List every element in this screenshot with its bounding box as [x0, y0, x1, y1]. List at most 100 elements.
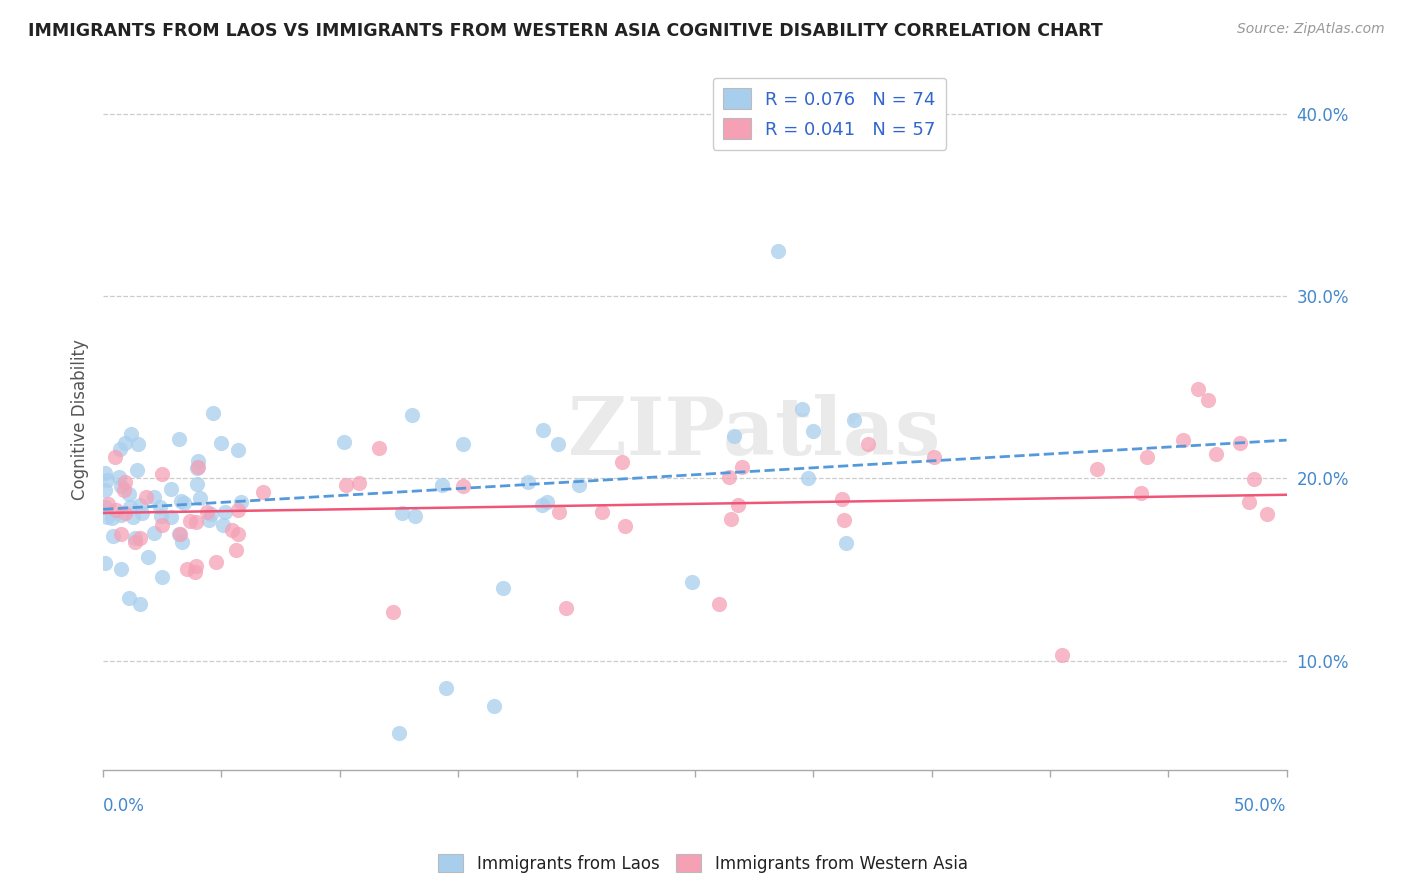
Point — [184, 558, 207, 573]
Point — [184, 515, 207, 529]
Point — [96, 509, 118, 524]
Point — [143, 490, 166, 504]
Point — [104, 450, 127, 464]
Point — [108, 442, 131, 456]
Point — [1229, 436, 1251, 450]
Point — [856, 437, 879, 451]
Point — [842, 413, 865, 427]
Point — [101, 529, 124, 543]
Point — [401, 409, 423, 423]
Point — [517, 475, 540, 489]
Point — [568, 478, 591, 492]
Point — [720, 512, 742, 526]
Point — [169, 527, 191, 541]
Point — [723, 429, 745, 443]
Point — [492, 581, 515, 595]
Point — [766, 244, 789, 258]
Point — [922, 450, 945, 464]
Point — [188, 491, 211, 505]
Point — [94, 483, 117, 497]
Point — [1237, 495, 1260, 509]
Point — [391, 507, 413, 521]
Point — [118, 591, 141, 606]
Point — [832, 513, 855, 527]
Point — [110, 479, 132, 493]
Point — [114, 506, 136, 520]
Point — [150, 517, 173, 532]
Point — [118, 486, 141, 500]
Point — [790, 401, 813, 416]
Point — [197, 513, 219, 527]
Point — [554, 600, 576, 615]
Point — [221, 523, 243, 537]
Point — [97, 497, 120, 511]
Point — [94, 467, 117, 481]
Point — [96, 473, 118, 487]
Point — [187, 454, 209, 468]
Point — [110, 526, 132, 541]
Point — [176, 561, 198, 575]
Point — [335, 477, 357, 491]
Point — [430, 477, 453, 491]
Point — [110, 508, 132, 523]
Text: IMMIGRANTS FROM LAOS VS IMMIGRANTS FROM WESTERN ASIA COGNITIVE DISABILITY CORREL: IMMIGRANTS FROM LAOS VS IMMIGRANTS FROM … — [28, 22, 1102, 40]
Point — [138, 550, 160, 565]
Point — [536, 494, 558, 508]
Point — [160, 482, 183, 496]
Point — [179, 514, 201, 528]
Point — [347, 475, 370, 490]
Point — [107, 470, 129, 484]
Point — [114, 436, 136, 450]
Point — [1205, 447, 1227, 461]
Point — [482, 699, 505, 714]
Legend: Immigrants from Laos, Immigrants from Western Asia: Immigrants from Laos, Immigrants from We… — [432, 847, 974, 880]
Point — [110, 561, 132, 575]
Point — [1197, 392, 1219, 407]
Point — [167, 432, 190, 446]
Point — [834, 536, 856, 550]
Point — [228, 503, 250, 517]
Point — [388, 726, 411, 740]
Point — [94, 500, 117, 514]
Point — [531, 423, 554, 437]
Point — [150, 570, 173, 584]
Point — [229, 495, 252, 509]
Point — [225, 543, 247, 558]
Point — [591, 505, 613, 519]
Point — [131, 506, 153, 520]
Point — [1050, 648, 1073, 662]
Point — [548, 505, 571, 519]
Point — [434, 681, 457, 695]
Point — [127, 437, 149, 451]
Point — [105, 503, 128, 517]
Point — [201, 406, 224, 420]
Point — [122, 510, 145, 524]
Point — [226, 443, 249, 458]
Point — [149, 508, 172, 523]
Point — [614, 519, 637, 533]
Point — [451, 436, 474, 450]
Point — [1187, 382, 1209, 396]
Point — [367, 441, 389, 455]
Point — [149, 500, 172, 514]
Point — [187, 460, 209, 475]
Point — [332, 434, 354, 449]
Point — [1085, 462, 1108, 476]
Legend: R = 0.076   N = 74, R = 0.041   N = 57: R = 0.076 N = 74, R = 0.041 N = 57 — [713, 78, 946, 150]
Point — [226, 527, 249, 541]
Point — [731, 460, 754, 475]
Point — [1171, 433, 1194, 447]
Point — [709, 597, 731, 611]
Point — [170, 494, 193, 508]
Text: 0.0%: 0.0% — [103, 797, 145, 815]
Point — [531, 499, 554, 513]
Point — [167, 527, 190, 541]
Text: Source: ZipAtlas.com: Source: ZipAtlas.com — [1237, 22, 1385, 37]
Point — [1130, 485, 1153, 500]
Point — [114, 475, 136, 489]
Point — [212, 517, 235, 532]
Y-axis label: Cognitive Disability: Cognitive Disability — [72, 339, 89, 500]
Point — [184, 565, 207, 579]
Point — [128, 499, 150, 513]
Point — [831, 492, 853, 507]
